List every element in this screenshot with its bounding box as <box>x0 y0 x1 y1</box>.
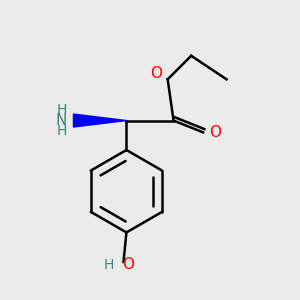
Polygon shape <box>74 114 126 127</box>
Text: O: O <box>122 257 134 272</box>
Text: H: H <box>56 103 67 117</box>
Text: H: H <box>103 258 114 272</box>
Text: H: H <box>56 124 67 138</box>
Text: O: O <box>150 66 162 81</box>
Text: N: N <box>56 113 68 128</box>
Text: O: O <box>209 125 221 140</box>
